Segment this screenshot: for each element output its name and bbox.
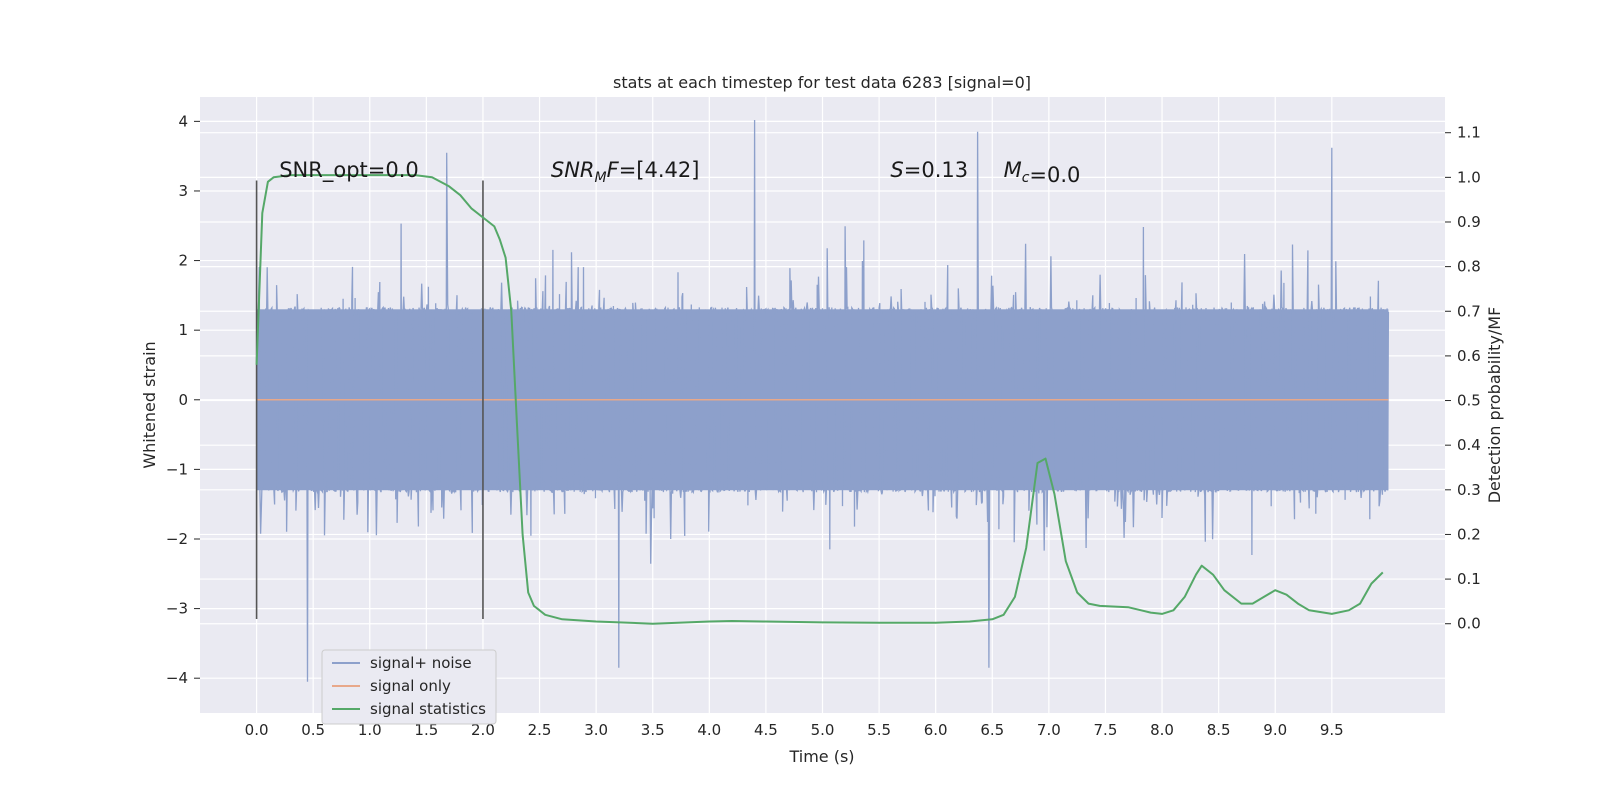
tick-labels: 0.0 0.5 1.0 1.5 2.0 2.5 3.0 3.5 4.0 4.5 5.0 5.5 6.0 6… bbox=[166, 112, 1481, 739]
x-tick-label: 7.0 bbox=[1037, 721, 1061, 739]
legend-label-signal-statistics: signal statistics bbox=[370, 700, 486, 718]
y-axis-label-right: Detection probability/MF bbox=[1485, 307, 1504, 504]
legend: signal+ noise signal only signal statist… bbox=[321, 649, 497, 725]
x-tick-label: 4.5 bbox=[754, 721, 778, 739]
legend-box bbox=[321, 649, 497, 725]
y-right-tick-label: 1.0 bbox=[1457, 168, 1481, 186]
y-left-tick-label: 4 bbox=[178, 112, 188, 130]
signal-noise-line bbox=[255, 119, 1390, 682]
annotation-text: S=0.13 bbox=[890, 158, 968, 182]
y-right-tick-label: 0.4 bbox=[1457, 436, 1481, 454]
y-left-tick-label: 1 bbox=[178, 321, 188, 339]
signal-statistics-line bbox=[255, 174, 1384, 625]
chart-title: stats at each timestep for test data 628… bbox=[613, 73, 1031, 92]
annotation-text: Mc=0.0 bbox=[1004, 158, 1081, 187]
y-left-tick-label: 2 bbox=[178, 252, 188, 270]
x-tick-label: 2.0 bbox=[471, 721, 495, 739]
annotation-text: SNR_opt=0.0 bbox=[279, 158, 419, 183]
signal-statistics-series bbox=[255, 174, 1384, 625]
y-right-tick-label: 0.5 bbox=[1457, 392, 1481, 410]
x-tick-label: 7.5 bbox=[1094, 721, 1118, 739]
x-tick-label: 4.0 bbox=[697, 721, 721, 739]
y-right-tick-label: 0.1 bbox=[1457, 570, 1481, 588]
legend-label-signal-noise: signal+ noise bbox=[370, 654, 472, 672]
y-right-tick-label: 0.2 bbox=[1457, 525, 1481, 543]
x-tick-label: 9.0 bbox=[1263, 721, 1287, 739]
y-right-tick-label: 0.7 bbox=[1457, 302, 1481, 320]
y-right-tick-label: 0.3 bbox=[1457, 481, 1481, 499]
vertical-markers bbox=[255, 180, 484, 620]
x-tick-label: 3.5 bbox=[641, 721, 665, 739]
x-axis-label: Time (s) bbox=[788, 747, 854, 766]
x-tick-label: 3.0 bbox=[584, 721, 608, 739]
y-axis-label-left: Whitened strain bbox=[140, 341, 159, 468]
y-left-tick-label: −4 bbox=[166, 669, 188, 687]
legend-label-signal-only: signal only bbox=[370, 677, 451, 695]
y-left-tick-label: −3 bbox=[166, 600, 188, 618]
y-left-tick-label: −1 bbox=[166, 460, 188, 478]
y-left-tick-label: 0 bbox=[178, 391, 188, 409]
y-right-tick-label: 0.8 bbox=[1457, 258, 1481, 276]
x-tick-label: 6.0 bbox=[924, 721, 948, 739]
y-left-tick-label: −2 bbox=[166, 530, 188, 548]
x-tick-label: 1.0 bbox=[358, 721, 382, 739]
x-tick-label: 5.0 bbox=[811, 721, 835, 739]
x-tick-label: 6.5 bbox=[980, 721, 1004, 739]
y-left-tick-label: 3 bbox=[178, 182, 188, 200]
annotations: SNR_opt=0.0 SNRMF=[4.42] S=0.13 Mc=0.0 bbox=[279, 158, 1080, 187]
y-right-tick-label: 0.9 bbox=[1457, 213, 1481, 231]
x-tick-label: 2.5 bbox=[528, 721, 552, 739]
x-tick-label: 5.5 bbox=[867, 721, 891, 739]
x-tick-label: 9.5 bbox=[1320, 721, 1344, 739]
x-tick-label: 1.5 bbox=[414, 721, 438, 739]
annotation-text: SNRMF=[4.42] bbox=[551, 158, 700, 186]
y-right-tick-label: 1.1 bbox=[1457, 124, 1481, 142]
x-tick-label: 0.0 bbox=[245, 721, 269, 739]
y-right-tick-label: 0.0 bbox=[1457, 615, 1481, 633]
y-right-tick-label: 0.6 bbox=[1457, 347, 1481, 365]
x-tick-label: 8.5 bbox=[1207, 721, 1231, 739]
x-tick-label: 0.5 bbox=[301, 721, 325, 739]
x-tick-label: 8.0 bbox=[1150, 721, 1174, 739]
